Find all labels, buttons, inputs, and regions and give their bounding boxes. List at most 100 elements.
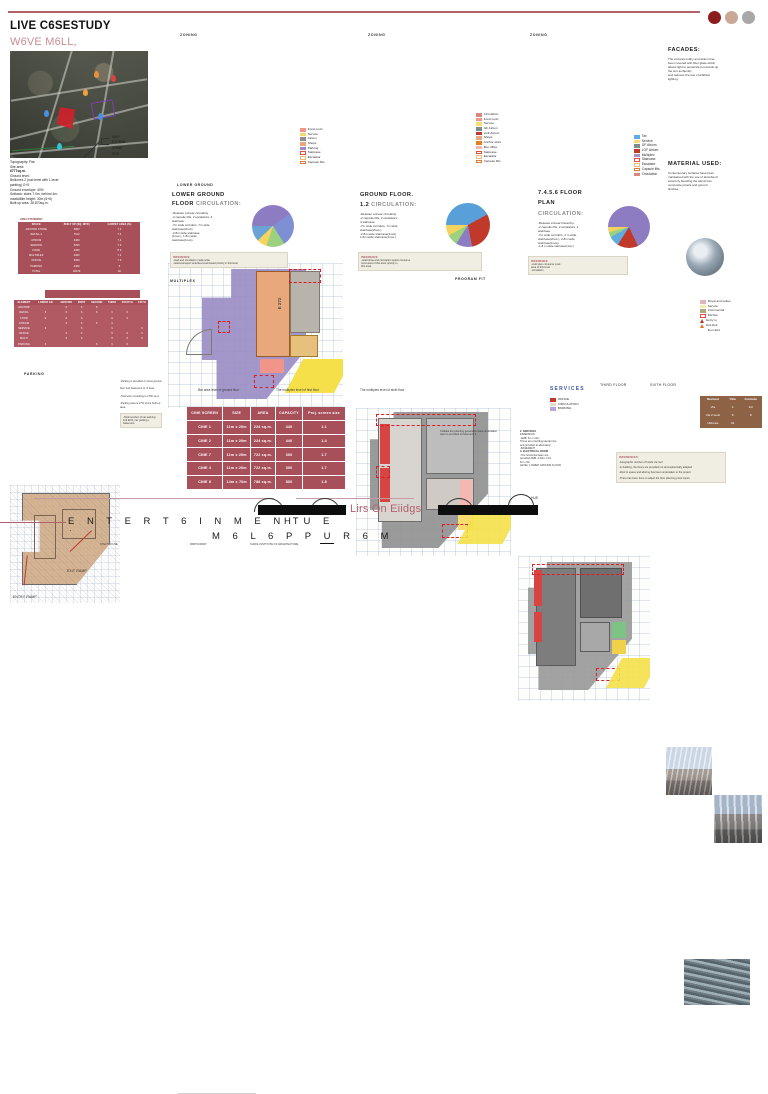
legend-services: OFFICE CIRCULATION PARKING [550,397,579,411]
lg-h2-b: CIRCULATION: [195,201,242,207]
lg-body-7: staircase(1nos). [172,238,194,243]
legend-label: Kitchen [707,313,719,318]
legend-swatch-icon [634,149,640,153]
ri-1: -In building, the floors are provided no… [619,466,693,469]
legend-label: LGF Atrium [483,130,500,135]
lower-ground-circulation-h2: FLOOR CIRCULATION: [172,201,241,207]
cinema-row-cell: 1.1 [303,420,345,434]
materials-heading: MATERIAL USED: [668,161,722,167]
legend-swatch-icon [300,156,306,160]
lg-note-0: -road and circulation made wide [173,258,210,262]
site-stat-4: Bniiiones 2 (sub level with 1 level [10,178,59,183]
cinema-row-cell: 800 [276,475,303,489]
legend-ground: Circulation Food court Service GF Atrium LGF… [476,112,501,164]
area-row-cell: 7.0 [98,242,140,248]
cinema-row-cell: 1.7 [303,462,345,475]
matrix-row-cell [135,341,148,347]
legend-lower-ground-item: Food court [300,127,325,132]
matrix-row-cell: 6 [118,331,136,337]
matrix-row-cell: 6 [75,310,88,316]
hotel-row-cell [739,419,762,428]
gr-note-h: INFERENCE [361,254,378,259]
matrix-row-cell: 6 [87,305,106,311]
material-photo-circle [686,238,724,276]
footer-credit-mid: PARTICIPANT [190,543,207,546]
mat-0: Contemporary surfaces have been [668,171,715,175]
area-statement-caption: AREA STATEMENT [20,218,43,221]
footer-dot-mark [70,530,72,532]
cinema-row-cell: CINE 2 [187,434,223,448]
matrix-header-2: GROUND [57,300,76,306]
legend-label: Royal and suites [707,299,731,303]
matrix-row-cell: 6 [75,315,88,321]
cinema-row-cell: 788 sq.m. [250,475,275,489]
matrix-row-cell: 6 [75,305,88,311]
hotel-row-cell: 8 [739,411,762,420]
matrix-row-cell: 6 [105,325,119,332]
legend-label: Service [483,121,495,126]
up-body-3: -7m wide corridors, 2 m wide [538,232,577,237]
legend-label: Exit Exit [706,323,718,328]
svc-h: 2. SERVICES [520,430,536,433]
legend-label: Food court [483,116,499,121]
legend-upper-item: Multiplex [634,153,660,158]
area-row: OFFICE 5460 7.0 [18,258,140,264]
matrix-row-cell [87,325,106,332]
fac-0: The entrance lobby and atrium has [668,57,715,61]
multiplex-caption-sixth: The multiplex level of sixth floor [360,388,405,392]
footer-underline [320,543,334,544]
material-photo-alucobond [684,959,750,1005]
legend-swatch-icon [634,139,640,144]
mat-3: composite panels and ground [668,182,708,187]
legend-swatch-icon [700,300,706,304]
cinema-row-cell: 300 [276,462,303,475]
cinema-row-cell: 1.4 [303,434,345,448]
ri-0: -Geographic number of hotels via roof [619,460,663,464]
area-row-cell: 4860 [54,227,99,233]
legend-lower-ground-item: Capsule lifts [300,160,325,165]
area-row-cell: 7.4 [98,237,140,243]
area-statement-table: SPACE BUILT UP (SQ. MTR) CARPET AREA (%) A… [18,222,140,274]
fac-5: lighting. [668,76,679,81]
matrix-header-6: FOURTH [118,300,136,306]
sixth-floor-label: SIXTH FLOOR [650,383,677,387]
area-row-cell: 8.0 [98,247,140,254]
matrix-row-cell: 6 [118,310,136,316]
hotel-header-1: Ytile [725,396,740,404]
legend-lower-ground-item: Staircase [300,151,325,156]
lg-body-3: -7m wide corridors, 7m wide [172,222,210,227]
site-satellite-map [10,51,148,158]
hotel-row: Via 2 level 8 8 [700,411,762,420]
matrix-row-cell [118,305,136,311]
upper-floor-h2: PLAN [538,200,556,206]
area-row-cell: 46470 [54,268,99,274]
legend-hotel-item: Kitchen [700,313,731,318]
ground-circulation-h1: GROUND FLOOR. [360,192,414,198]
legend-label: Food court [307,127,323,131]
legend-swatch-icon [634,153,640,158]
legend-upper-item: Capsule lifts [634,167,660,172]
multiplex-caption-ground: Bar area level of ground floor [198,388,240,392]
matrix-row-cell: 6 [57,331,76,337]
legend-services-item: PARKING [550,407,578,411]
matrix-row: RETAIL 6 6 6 6 6 6 [14,310,148,316]
services-dimension-notes: 2. SERVICES DIMENSION -AMB: 6m x 10m The… [520,430,580,467]
footer-line-1: E N T E R T 6 I N M E N T [68,516,304,527]
legend-ground-item: Food court [476,116,501,122]
matrix-row-cell: 6 [34,310,58,316]
up-note-h: INFERENCE [531,258,548,263]
matrix-row-cell: SERVICE [14,325,35,332]
ground-inference: INFERENCE -retail shop and circulation s… [358,252,482,272]
legend-swatch-icon [476,136,482,141]
legend-upper-item: Circulation [634,172,660,177]
up-note-0: -multi plex consume most [531,262,561,266]
legend-label: CIRCULATION [557,401,579,406]
matrix-header-1: LOWER GR [34,300,58,306]
legend-swatch-icon [300,137,306,141]
lg-body-2: staircase. [172,218,185,223]
cinema-row: CINE 7 11m x 20m 722 sq.m. 300 1.7 [187,448,345,462]
legend-swatch-icon [300,142,306,146]
legend-ground-item: Circulation [476,112,501,117]
matrix-row-cell [57,341,76,347]
matrix-row-cell: 6 [57,336,76,342]
